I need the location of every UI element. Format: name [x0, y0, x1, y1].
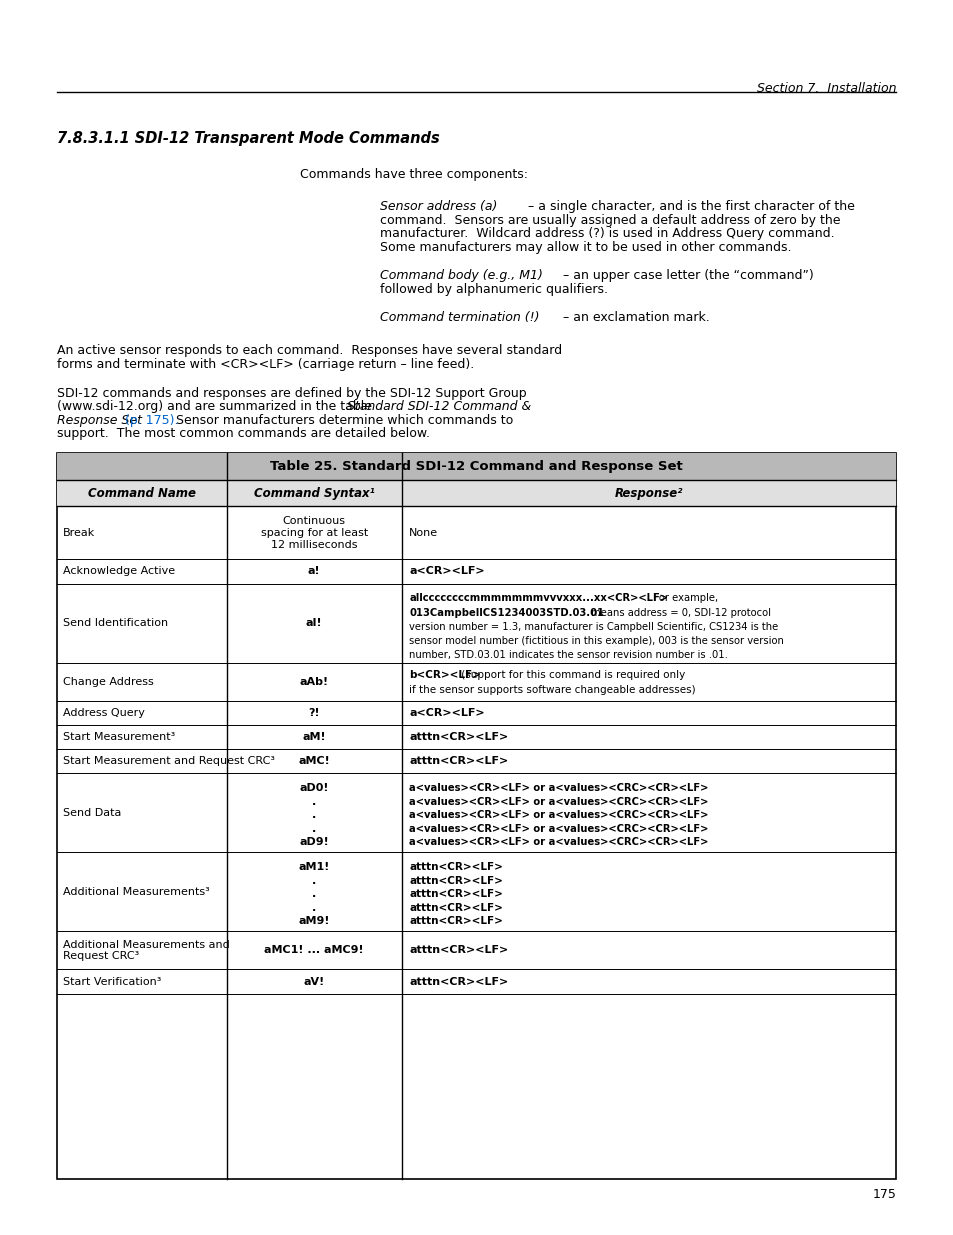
- Text: Sensor manufacturers determine which commands to: Sensor manufacturers determine which com…: [168, 414, 513, 427]
- Text: Table 25. Standard SDI-12 Command and Response Set: Table 25. Standard SDI-12 Command and Re…: [270, 461, 682, 473]
- Text: aMC!: aMC!: [298, 756, 330, 766]
- Text: None: None: [409, 527, 437, 538]
- Text: .: .: [312, 903, 315, 913]
- Bar: [57, 453, 895, 1179]
- Text: (support for this command is required only: (support for this command is required on…: [457, 669, 684, 680]
- Text: Additional Measurements and
Request CRC³: Additional Measurements and Request CRC³: [63, 940, 229, 961]
- Text: manufacturer.  Wildcard address (?) is used in Address Query command.: manufacturer. Wildcard address (?) is us…: [379, 227, 834, 241]
- Text: Command Name: Command Name: [88, 487, 195, 500]
- Text: version number = 1.3, manufacturer is Campbell Scientific, CS1234 is the: version number = 1.3, manufacturer is Ca…: [409, 622, 778, 632]
- Text: aD0!: aD0!: [299, 783, 329, 793]
- Text: ?!: ?!: [308, 708, 319, 718]
- Text: Address Query: Address Query: [63, 708, 144, 718]
- Text: a!: a!: [308, 567, 320, 577]
- Text: (www.sdi-12.org) and are summarized in the table: (www.sdi-12.org) and are summarized in t…: [57, 400, 375, 414]
- Text: means address = 0, SDI-12 protocol: means address = 0, SDI-12 protocol: [587, 608, 770, 618]
- Text: (p. 175).: (p. 175).: [125, 414, 178, 427]
- Text: An active sensor responds to each command.  Responses have several standard: An active sensor responds to each comman…: [57, 343, 561, 357]
- Text: aAb!: aAb!: [299, 677, 329, 687]
- Text: Send Identification: Send Identification: [63, 618, 168, 629]
- Text: aM!: aM!: [302, 732, 326, 742]
- Text: atttn<CR><LF>: atttn<CR><LF>: [409, 732, 508, 742]
- Text: a<CR><LF>: a<CR><LF>: [409, 567, 484, 577]
- Text: .  For example,: . For example,: [643, 594, 718, 604]
- Text: forms and terminate with <CR><LF> (carriage return – line feed).: forms and terminate with <CR><LF> (carri…: [57, 358, 474, 370]
- Text: aMC1! ... aMC9!: aMC1! ... aMC9!: [264, 945, 363, 956]
- Text: Section 7.  Installation: Section 7. Installation: [756, 82, 895, 95]
- Text: 013CampbellCS1234003STD.03.01: 013CampbellCS1234003STD.03.01: [409, 608, 603, 618]
- Text: aM1!: aM1!: [298, 862, 330, 872]
- Text: Commands have three components:: Commands have three components:: [299, 168, 527, 182]
- Text: Command body (e.g., M1): Command body (e.g., M1): [379, 269, 542, 283]
- Text: Command termination (!): Command termination (!): [379, 311, 539, 325]
- Bar: [57, 480, 895, 506]
- Text: .: .: [312, 889, 315, 899]
- Text: atttn<CR><LF>: atttn<CR><LF>: [409, 862, 502, 872]
- Text: aM9!: aM9!: [298, 916, 330, 926]
- Text: Change Address: Change Address: [63, 677, 153, 687]
- Text: 7.8.3.1.1 SDI-12 Transparent Mode Commands: 7.8.3.1.1 SDI-12 Transparent Mode Comman…: [57, 131, 439, 146]
- Text: followed by alphanumeric qualifiers.: followed by alphanumeric qualifiers.: [379, 283, 607, 296]
- Text: Response Set: Response Set: [57, 414, 142, 427]
- Text: atttn<CR><LF>: atttn<CR><LF>: [409, 977, 508, 987]
- Text: Continuous
spacing for at least
12 milliseconds: Continuous spacing for at least 12 milli…: [260, 516, 367, 550]
- Text: Start Verification³: Start Verification³: [63, 977, 161, 987]
- Text: atttn<CR><LF>: atttn<CR><LF>: [409, 945, 508, 956]
- Text: aI!: aI!: [306, 618, 322, 629]
- Text: SDI-12 commands and responses are defined by the SDI-12 Support Group: SDI-12 commands and responses are define…: [57, 387, 526, 400]
- Text: atttn<CR><LF>: atttn<CR><LF>: [409, 756, 508, 766]
- Text: Send Data: Send Data: [63, 808, 121, 818]
- Text: sensor model number (fictitious in this example), 003 is the sensor version: sensor model number (fictitious in this …: [409, 636, 783, 646]
- Text: a<values><CR><LF> or a<values><CRC><CR><LF>: a<values><CR><LF> or a<values><CRC><CR><…: [409, 783, 708, 793]
- Text: Start Measurement³: Start Measurement³: [63, 732, 174, 742]
- Text: Standard SDI-12 Command &: Standard SDI-12 Command &: [347, 400, 531, 414]
- Text: a<values><CR><LF> or a<values><CRC><CR><LF>: a<values><CR><LF> or a<values><CRC><CR><…: [409, 797, 708, 806]
- Text: Command Syntax¹: Command Syntax¹: [253, 487, 375, 500]
- Text: support.  The most common commands are detailed below.: support. The most common commands are de…: [57, 427, 430, 441]
- Bar: [57, 453, 895, 480]
- Text: Acknowledge Active: Acknowledge Active: [63, 567, 174, 577]
- Text: – an exclamation mark.: – an exclamation mark.: [562, 311, 709, 325]
- Text: aD9!: aD9!: [299, 837, 329, 847]
- Text: a<values><CR><LF> or a<values><CRC><CR><LF>: a<values><CR><LF> or a<values><CRC><CR><…: [409, 824, 708, 834]
- Text: .: .: [312, 810, 315, 820]
- Text: Additional Measurements³: Additional Measurements³: [63, 887, 209, 897]
- Text: – a single character, and is the first character of the: – a single character, and is the first c…: [527, 200, 854, 214]
- Text: Response²: Response²: [614, 487, 682, 500]
- Text: atttn<CR><LF>: atttn<CR><LF>: [409, 903, 502, 913]
- Text: a<CR><LF>: a<CR><LF>: [409, 708, 484, 718]
- Text: Sensor address (a): Sensor address (a): [379, 200, 497, 214]
- Text: b<CR><LF>: b<CR><LF>: [409, 669, 480, 680]
- Text: Break: Break: [63, 527, 94, 538]
- Text: atttn<CR><LF>: atttn<CR><LF>: [409, 916, 502, 926]
- Text: if the sensor supports software changeable addresses): if the sensor supports software changeab…: [409, 684, 695, 695]
- Text: number, STD.03.01 indicates the sensor revision number is .01.: number, STD.03.01 indicates the sensor r…: [409, 651, 727, 661]
- Text: a<values><CR><LF> or a<values><CRC><CR><LF>: a<values><CR><LF> or a<values><CRC><CR><…: [409, 837, 708, 847]
- Text: atttn<CR><LF>: atttn<CR><LF>: [409, 876, 502, 885]
- Text: a<values><CR><LF> or a<values><CRC><CR><LF>: a<values><CR><LF> or a<values><CRC><CR><…: [409, 810, 708, 820]
- Text: allccccccccmmmmmmmvvvxxx...xx<CR><LF>: allccccccccmmmmmmmvvvxxx...xx<CR><LF>: [409, 594, 667, 604]
- Text: atttn<CR><LF>: atttn<CR><LF>: [409, 889, 502, 899]
- Text: 175: 175: [871, 1188, 895, 1202]
- Text: .: .: [312, 797, 315, 806]
- Text: Start Measurement and Request CRC³: Start Measurement and Request CRC³: [63, 756, 274, 766]
- Text: .: .: [312, 876, 315, 885]
- Text: .: .: [312, 824, 315, 834]
- Text: Some manufacturers may allow it to be used in other commands.: Some manufacturers may allow it to be us…: [379, 241, 791, 254]
- Text: – an upper case letter (the “command”): – an upper case letter (the “command”): [562, 269, 813, 283]
- Text: command.  Sensors are usually assigned a default address of zero by the: command. Sensors are usually assigned a …: [379, 214, 840, 227]
- Text: aV!: aV!: [303, 977, 324, 987]
